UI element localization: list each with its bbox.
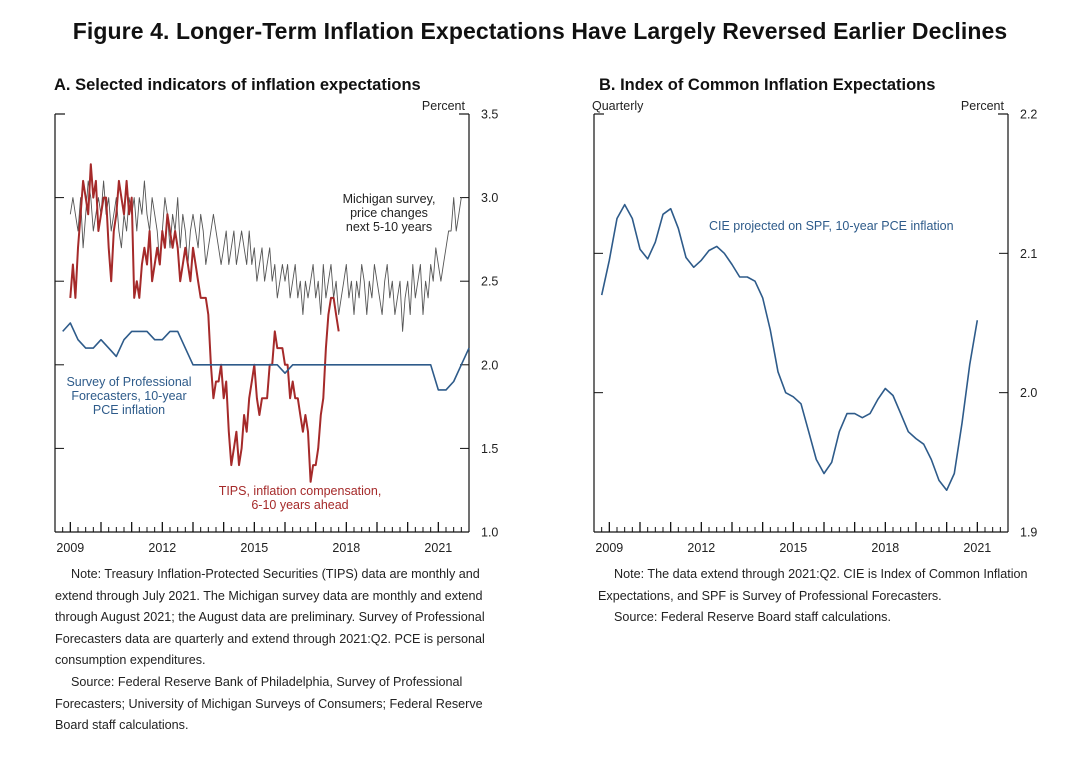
y-tick-label: 1.9: [1020, 526, 1037, 540]
x-tick-label: 2009: [56, 541, 84, 555]
series-line-3: [62, 322, 470, 391]
chart-panel-b: B. Index of Common Inflation Expectation…: [591, 72, 1061, 555]
x-tick-label: 2021: [963, 541, 991, 555]
x-tick-label: 2018: [871, 541, 899, 555]
x-tick-label: 2012: [148, 541, 176, 555]
y-tick-label: 1.0: [481, 526, 498, 540]
series-label-1: Michigan survey,: [343, 192, 436, 206]
unit-label: Percent: [961, 99, 1005, 113]
series-label-2: TIPS, inflation compensation,: [219, 484, 382, 498]
series-line-1: [69, 180, 462, 332]
series-label-3: Forecasters, 10-year: [71, 389, 186, 403]
chart-b-plot: 1.9 2.0 2.1 2.2 2009 2012 2015 2018 2021 Percent Q…: [592, 99, 1037, 555]
y-tick-label: 2.0: [1020, 386, 1037, 400]
x-tick-label: 2021: [424, 541, 452, 555]
chart-panel-a: A. Selected indicators of inflation expe…: [52, 72, 522, 555]
panel-a-title: A. Selected indicators of inflation expe…: [54, 76, 421, 94]
y-tick-label: 3.5: [481, 108, 498, 122]
series-label-1: price changes: [350, 206, 428, 220]
y-tick-label: 2.0: [481, 358, 498, 372]
x-tick-label: 2009: [595, 541, 623, 555]
series-label-1: CIE projected on SPF, 10-year PCE inflat…: [709, 219, 954, 233]
figure-title: Figure 4. Longer-Term Inflation Expectat…: [72, 18, 1008, 44]
y-tick-label: 2.1: [1020, 247, 1037, 261]
y-tick-label: 3.0: [481, 191, 498, 205]
y-tick-label: 2.5: [481, 275, 498, 289]
series-label-1: next 5-10 years: [346, 220, 432, 234]
panel-a-notes: Note: Treasury Inflation-Protected Secur…: [55, 564, 505, 737]
series-label-3: PCE inflation: [93, 403, 165, 417]
series-label-3: Survey of Professional: [66, 375, 191, 389]
y-tick-label: 2.2: [1020, 108, 1037, 122]
series-line-1: [600, 203, 979, 492]
frequency-label: Quarterly: [592, 99, 644, 113]
y-tick-label: 1.5: [481, 442, 498, 456]
unit-label: Percent: [422, 99, 466, 113]
panel-b-source: Source: Federal Reserve Board staff calc…: [614, 610, 891, 625]
x-tick-label: 2015: [779, 541, 807, 555]
x-tick-label: 2015: [240, 541, 268, 555]
x-tick-label: 2012: [687, 541, 715, 555]
chart-a-plot: 1.0 1.5 2.0 2.5 3.0 3.5 2009 2012 2015 2018 2021 Pe…: [54, 99, 498, 555]
x-tick-label: 2018: [332, 541, 360, 555]
series-line-2: [69, 163, 340, 483]
series-label-2: 6-10 years ahead: [251, 498, 348, 512]
panel-b-notes: Note: The data extend through 2021:Q2. C…: [598, 564, 1038, 629]
panel-b-note: Note: The data extend through 2021:Q2. C…: [598, 567, 1028, 603]
panel-a-note: Note: Treasury Inflation-Protected Secur…: [55, 567, 485, 668]
panel-a-source: Source: Federal Reserve Bank of Philadel…: [55, 674, 483, 733]
panel-b-title: B. Index of Common Inflation Expectation…: [599, 76, 936, 94]
